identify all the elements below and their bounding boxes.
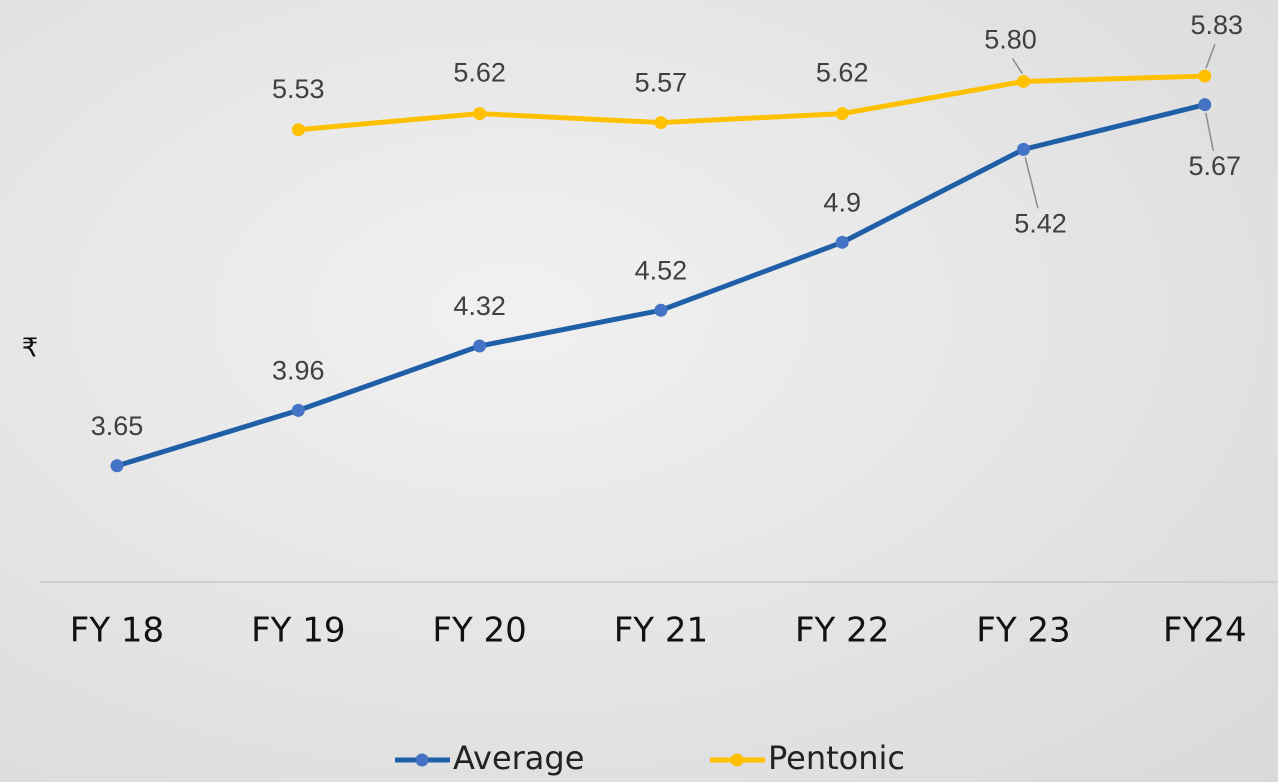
data-point xyxy=(1017,143,1030,156)
data-point xyxy=(1017,75,1030,88)
data-label: 5.62 xyxy=(453,58,506,88)
data-point xyxy=(654,304,667,317)
data-point xyxy=(473,340,486,353)
x-tick-label: FY 20 xyxy=(432,611,526,651)
data-point xyxy=(836,107,849,120)
data-label: 4.52 xyxy=(635,255,688,285)
data-point xyxy=(1198,70,1211,83)
data-label: 5.57 xyxy=(635,68,688,98)
chart: ₹ FY 18 FY 19 FY 20 FY 21 FY 22 FY 23 FY24 3.65… xyxy=(0,0,1278,782)
y-axis-label: ₹ xyxy=(22,334,39,364)
data-label: 4.32 xyxy=(453,291,506,321)
legend-marker xyxy=(416,754,429,767)
data-point xyxy=(292,123,305,136)
data-label: 5.42 xyxy=(1014,209,1067,239)
x-tick-label: FY 19 xyxy=(251,611,345,651)
leader-line xyxy=(1206,44,1215,68)
leader-line xyxy=(1025,157,1038,208)
data-label: 5.53 xyxy=(272,74,325,104)
data-label: 3.65 xyxy=(91,411,144,441)
legend-label: Average xyxy=(453,739,584,777)
data-point xyxy=(473,107,486,120)
leader-line xyxy=(1206,113,1214,151)
data-point xyxy=(836,236,849,249)
data-label: 5.62 xyxy=(816,58,869,88)
x-tick-label: FY 18 xyxy=(70,611,164,651)
x-tick-label: FY 21 xyxy=(614,611,708,651)
legend-label: Pentonic xyxy=(768,739,905,777)
data-point xyxy=(292,404,305,417)
data-label: 5.67 xyxy=(1189,151,1242,181)
x-tick-label: FY 23 xyxy=(976,611,1070,651)
legend-marker xyxy=(731,754,744,767)
data-label: 5.83 xyxy=(1191,10,1244,40)
leader-line xyxy=(1012,58,1022,73)
data-point xyxy=(654,116,667,129)
data-point xyxy=(1198,98,1211,111)
data-label: 3.96 xyxy=(272,356,325,386)
series-line xyxy=(298,76,1205,130)
data-label: 4.9 xyxy=(823,187,861,217)
x-tick-label: FY24 xyxy=(1163,611,1247,651)
x-tick-label: FY 22 xyxy=(795,611,889,651)
data-label: 5.80 xyxy=(984,25,1037,55)
data-point xyxy=(111,459,124,472)
